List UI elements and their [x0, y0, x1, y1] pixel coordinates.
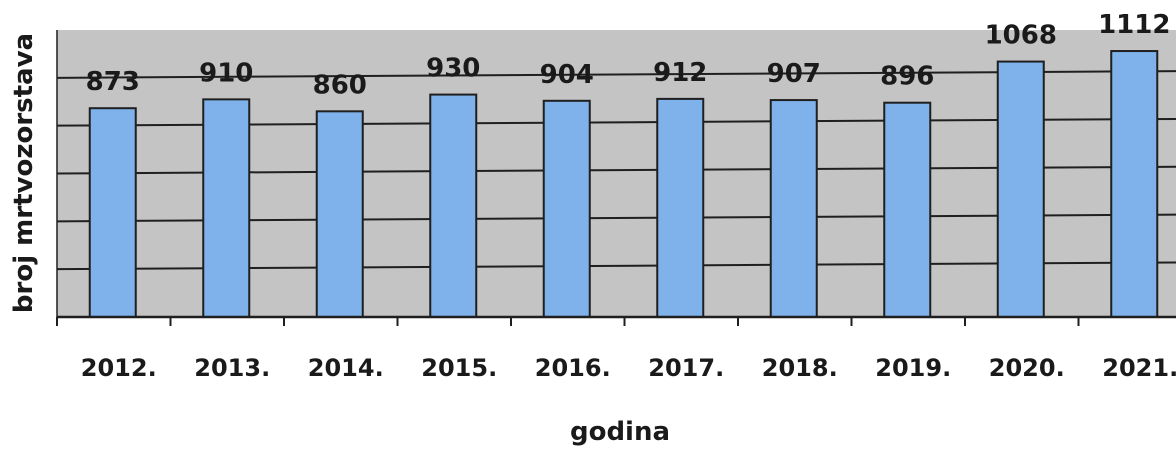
x-tick-label-2016: 2016.	[535, 354, 611, 382]
bar-2016	[542, 99, 591, 318]
data-label-2018: 907	[767, 59, 821, 89]
bar-2017	[656, 97, 705, 318]
bar-2020	[996, 60, 1045, 318]
x-tick-label-2014: 2014.	[308, 354, 384, 382]
x-tick-label-2021: 2021.	[1102, 354, 1176, 382]
bars	[88, 50, 1159, 319]
data-label-2017: 912	[653, 58, 707, 88]
x-tick-label-2017: 2017.	[648, 354, 724, 382]
bar-2019	[883, 101, 932, 318]
x-tick-label-2015: 2015.	[421, 354, 497, 382]
x-tick-label-2018: 2018.	[762, 354, 838, 382]
bar-2013	[202, 98, 251, 318]
data-labels: 873 910 860 930 904 912 907 896 1068 1112	[86, 10, 1171, 100]
bar-2012	[88, 107, 137, 318]
bar-2018	[769, 99, 818, 318]
x-axis: 2012. 2013. 2014. 2015. 2016. 2017. 2018. 2019.…	[56, 315, 1176, 382]
data-label-2016: 904	[540, 60, 594, 90]
x-tick-label-2012: 2012.	[81, 354, 157, 382]
x-tick-label-2020: 2020.	[989, 354, 1065, 382]
data-label-2013: 910	[199, 58, 253, 88]
x-axis-title: godina	[570, 417, 670, 446]
x-tick-label-2019: 2019.	[875, 354, 951, 382]
bar-2015	[429, 93, 478, 318]
data-label-2021: 1112	[1098, 10, 1170, 40]
y-axis-title: broj mrtvozorstava	[9, 33, 39, 313]
bar-2021	[1110, 50, 1159, 319]
data-label-2019: 896	[880, 62, 934, 92]
data-label-2020: 1068	[985, 21, 1057, 51]
data-label-2015: 930	[426, 54, 480, 84]
gridline-1000	[56, 70, 1176, 79]
data-label-2012: 873	[86, 67, 140, 97]
x-tick-label-2013: 2013.	[194, 354, 270, 382]
bar-2014	[315, 110, 364, 318]
data-label-2014: 860	[313, 70, 367, 100]
